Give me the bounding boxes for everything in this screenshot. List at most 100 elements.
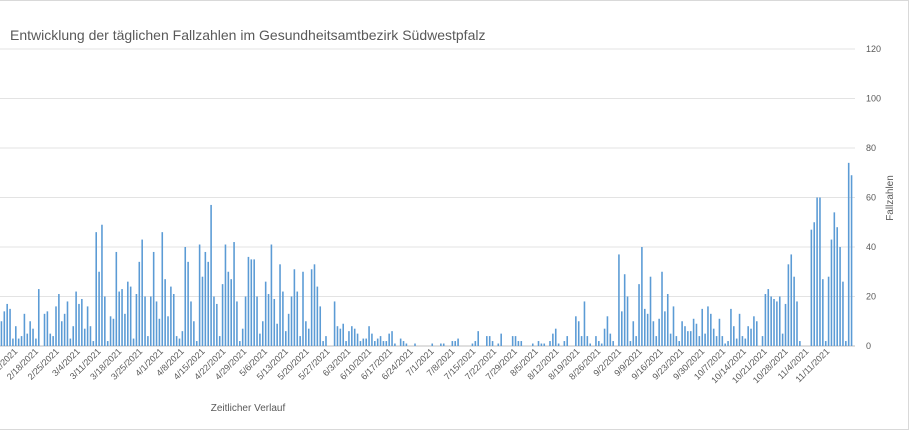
bar bbox=[477, 331, 479, 346]
bar bbox=[635, 336, 637, 346]
bar bbox=[362, 338, 365, 346]
bar bbox=[701, 308, 704, 347]
bar bbox=[750, 328, 752, 346]
bar bbox=[198, 244, 201, 346]
bar bbox=[471, 343, 474, 346]
bar bbox=[72, 326, 75, 346]
y-tick-label: 120 bbox=[866, 44, 881, 54]
bar bbox=[790, 254, 793, 346]
bar bbox=[781, 333, 784, 347]
bar bbox=[698, 336, 701, 346]
bar bbox=[618, 254, 620, 346]
bar bbox=[687, 331, 689, 346]
bar bbox=[69, 338, 72, 346]
bar bbox=[517, 341, 520, 346]
bar bbox=[264, 281, 267, 346]
bar bbox=[833, 212, 836, 346]
bar bbox=[52, 336, 54, 346]
bar bbox=[776, 301, 778, 346]
bar bbox=[290, 296, 293, 346]
y-tick-label: 20 bbox=[866, 292, 876, 302]
bar bbox=[689, 331, 692, 346]
bar bbox=[239, 341, 241, 346]
bar bbox=[270, 244, 273, 346]
bar bbox=[595, 336, 597, 346]
bar bbox=[259, 333, 261, 347]
bar bbox=[374, 341, 376, 346]
bar bbox=[847, 162, 850, 346]
bar bbox=[836, 227, 838, 346]
bar bbox=[75, 291, 77, 346]
bar bbox=[520, 341, 523, 346]
bar bbox=[256, 296, 258, 346]
bar bbox=[313, 264, 316, 346]
bar bbox=[474, 341, 477, 346]
bar bbox=[632, 321, 635, 346]
bar bbox=[839, 247, 841, 346]
bar bbox=[586, 336, 589, 346]
bar bbox=[60, 321, 63, 346]
bar bbox=[454, 341, 457, 346]
bar bbox=[830, 239, 833, 346]
bar bbox=[207, 261, 210, 346]
bar bbox=[744, 338, 747, 346]
bar bbox=[339, 328, 342, 346]
bar bbox=[9, 308, 11, 347]
bar bbox=[316, 286, 319, 346]
bar bbox=[845, 341, 847, 346]
bar bbox=[29, 321, 31, 346]
bar bbox=[695, 323, 698, 346]
bar bbox=[799, 341, 801, 346]
bar bbox=[287, 313, 290, 346]
bar bbox=[661, 271, 663, 346]
bar bbox=[322, 341, 324, 346]
bar bbox=[118, 291, 120, 346]
bar bbox=[629, 341, 632, 346]
bar bbox=[230, 279, 232, 346]
bar bbox=[132, 338, 135, 346]
bar bbox=[382, 341, 385, 346]
x-axis-title: Zeitlicher Verlauf bbox=[211, 403, 286, 414]
bar bbox=[784, 303, 787, 346]
bar bbox=[747, 326, 749, 346]
bar bbox=[193, 321, 195, 346]
bar bbox=[106, 341, 109, 346]
bar bbox=[655, 336, 658, 346]
bar bbox=[121, 289, 123, 346]
bar bbox=[672, 306, 675, 346]
bar bbox=[440, 343, 442, 346]
bar bbox=[181, 331, 184, 346]
bar bbox=[531, 343, 534, 346]
bar bbox=[55, 306, 57, 346]
bar bbox=[603, 328, 606, 346]
bar bbox=[388, 333, 390, 347]
bar bbox=[356, 333, 359, 347]
bar bbox=[141, 239, 143, 346]
bar bbox=[296, 291, 299, 346]
bar bbox=[488, 336, 491, 346]
x-tick-labels: 2/11/20212/18/20212/25/20213/4/20213/11/… bbox=[0, 346, 831, 385]
bar bbox=[664, 311, 666, 346]
bar bbox=[83, 328, 86, 346]
bar bbox=[23, 313, 26, 346]
bar bbox=[514, 336, 517, 346]
bar bbox=[284, 331, 287, 346]
bar bbox=[112, 318, 115, 346]
bar bbox=[819, 197, 821, 346]
bar bbox=[405, 343, 408, 346]
bar bbox=[282, 291, 284, 346]
bar bbox=[129, 286, 132, 346]
bar bbox=[127, 281, 129, 346]
bar bbox=[43, 313, 46, 346]
bar bbox=[646, 313, 649, 346]
bar bbox=[236, 301, 238, 346]
bar bbox=[86, 306, 89, 346]
bar bbox=[733, 326, 735, 346]
bar bbox=[49, 333, 52, 347]
bar bbox=[345, 341, 347, 346]
bar bbox=[643, 308, 646, 347]
bar bbox=[552, 333, 554, 347]
bar bbox=[175, 336, 178, 346]
bar bbox=[210, 204, 212, 346]
